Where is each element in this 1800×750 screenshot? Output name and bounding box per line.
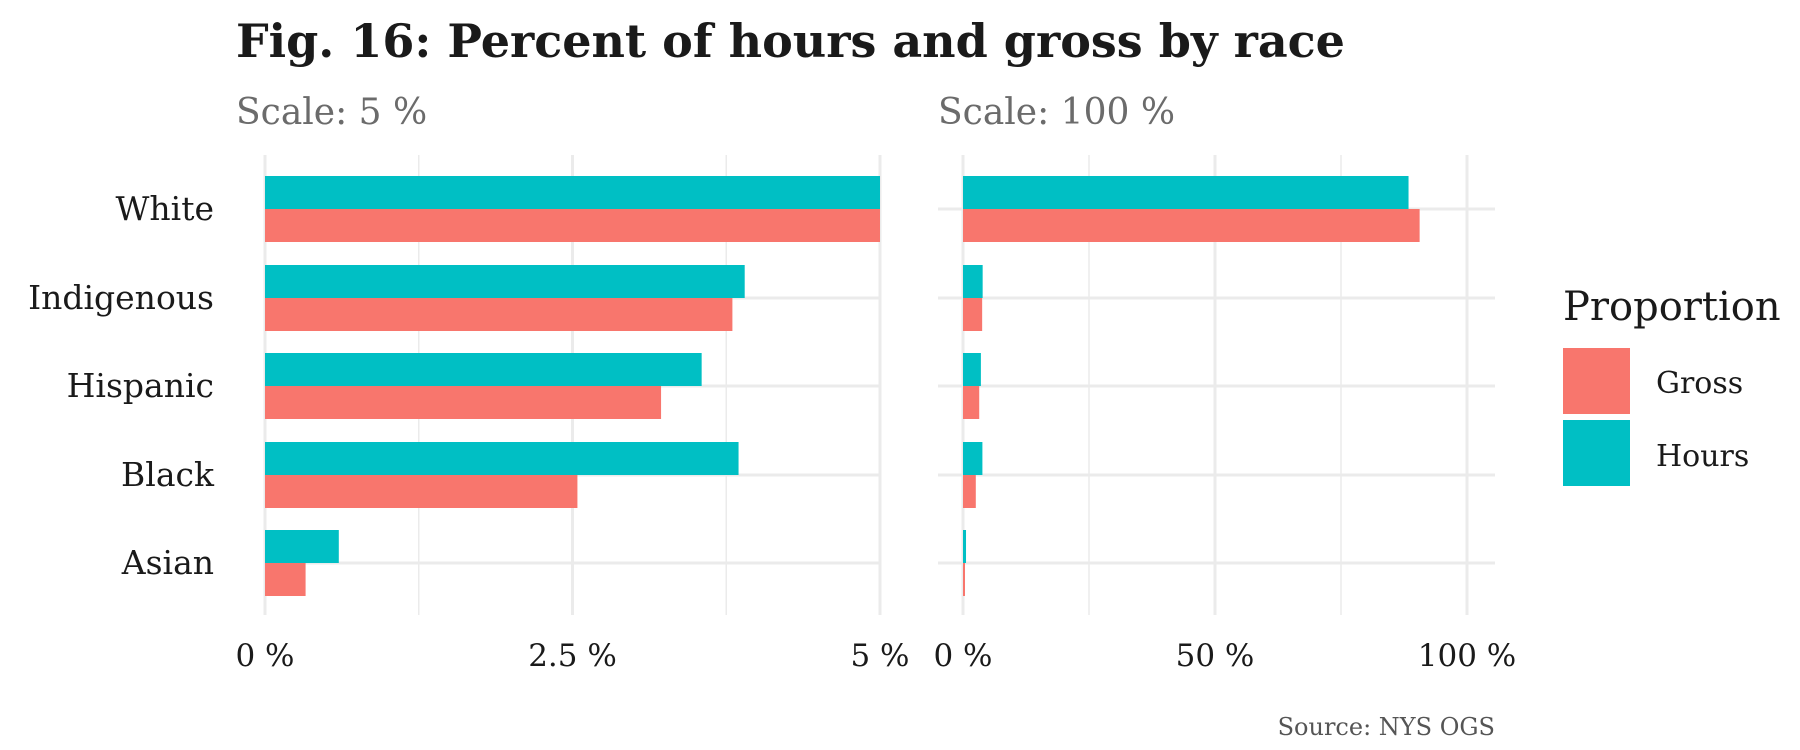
bar-hours-black xyxy=(265,442,739,475)
chart-title: Fig. 16: Percent of hours and gross by r… xyxy=(236,14,1345,68)
category-label-black: Black xyxy=(121,455,215,494)
bar-hours-white xyxy=(265,176,880,209)
legend-label-gross: Gross xyxy=(1656,366,1743,401)
panel-2-subtitle: Scale: 100 % xyxy=(938,92,1175,133)
legend-title: Proportion xyxy=(1563,284,1781,330)
bar-gross-white xyxy=(265,209,880,242)
bar-hours-indigenous xyxy=(265,265,745,298)
category-label-white: White xyxy=(115,189,214,228)
source-caption: Source: NYS OGS xyxy=(1278,713,1495,741)
legend-label-hours: Hours xyxy=(1656,439,1749,474)
bar-hours-black xyxy=(963,442,983,475)
x-tick-label: 100 % xyxy=(1418,638,1516,674)
category-label-indigenous: Indigenous xyxy=(28,278,214,317)
bar-hours-asian xyxy=(265,530,339,563)
bar-hours-asian xyxy=(963,530,967,563)
x-tick-label: 0 % xyxy=(933,638,992,674)
bar-gross-black xyxy=(963,475,976,508)
category-label-asian: Asian xyxy=(121,543,214,582)
category-labels: White Indigenous Hispanic Black Asian xyxy=(28,189,215,582)
bar-hours-indigenous xyxy=(963,265,983,298)
x-tick-label: 2.5 % xyxy=(528,638,617,674)
bar-hours-hispanic xyxy=(265,353,702,386)
bar-gross-indigenous xyxy=(963,298,983,331)
bar-hours-hispanic xyxy=(963,353,981,386)
legend-swatch-hours xyxy=(1563,420,1630,486)
legend-swatch-gross xyxy=(1563,348,1630,414)
category-label-hispanic: Hispanic xyxy=(67,366,214,405)
x-tick-label: 0 % xyxy=(235,638,294,674)
bar-gross-asian xyxy=(963,563,965,596)
x-tick-label: 5 % xyxy=(850,638,909,674)
panel-1-subtitle: Scale: 5 % xyxy=(236,92,427,133)
bar-gross-hispanic xyxy=(963,386,980,419)
x-tick-label: 50 % xyxy=(1176,638,1255,674)
panel-scale-5: 0 % 2.5 % 5 % xyxy=(235,155,910,674)
bar-gross-black xyxy=(265,475,578,508)
bar-gross-white xyxy=(963,209,1420,242)
bar-gross-asian xyxy=(265,563,306,596)
legend: Proportion Gross Hours xyxy=(1563,284,1781,486)
bar-hours-white xyxy=(963,176,1409,209)
bar-gross-hispanic xyxy=(265,386,662,419)
bar-gross-indigenous xyxy=(265,298,733,331)
panel-scale-100: 0 % 50 % 100 % xyxy=(933,155,1516,674)
